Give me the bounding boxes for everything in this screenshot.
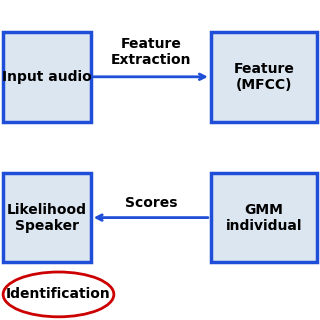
Text: GMM
individual: GMM individual [226, 203, 302, 233]
Text: Likelihood
Speaker: Likelihood Speaker [7, 203, 87, 233]
Text: Identification: Identification [6, 287, 111, 301]
Text: Scores: Scores [124, 196, 177, 210]
Text: Feature
Extraction: Feature Extraction [110, 37, 191, 67]
FancyBboxPatch shape [3, 32, 91, 122]
Text: Input audio: Input audio [2, 70, 92, 84]
Text: Feature
(MFCC): Feature (MFCC) [233, 62, 294, 92]
FancyBboxPatch shape [211, 32, 317, 122]
FancyBboxPatch shape [211, 173, 317, 262]
FancyBboxPatch shape [3, 173, 91, 262]
